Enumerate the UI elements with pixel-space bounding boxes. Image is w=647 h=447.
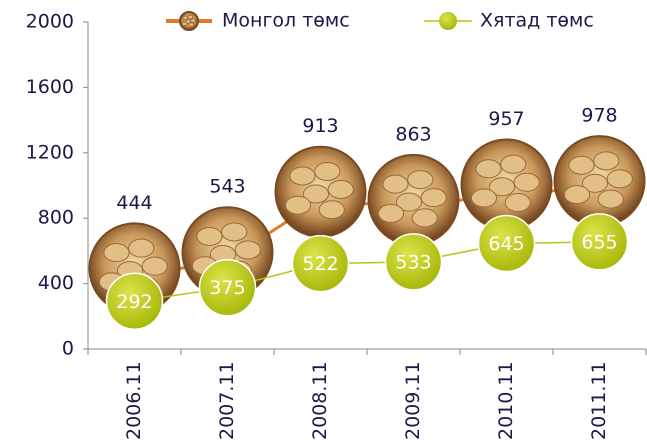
x-tick-label: 2007.11 (216, 361, 238, 440)
potato-marker (369, 155, 459, 245)
x-tick-label: 2006.11 (123, 361, 145, 440)
potato-decor (235, 241, 260, 259)
potato-decor (514, 173, 539, 191)
potato-decor (607, 170, 632, 188)
potato-decor (189, 23, 194, 27)
chart: 0 400 800 1200 1600 2000 2006.11 2007.11 2008.11… (0, 0, 647, 447)
y-tick-label: 1600 (26, 76, 74, 98)
potato-decor (191, 19, 196, 23)
potato-decor (476, 160, 501, 178)
potato-decor (222, 223, 247, 241)
y-tick-label: 2000 (26, 11, 74, 33)
potato-decor (188, 15, 193, 19)
y-tick-label: 800 (38, 207, 74, 229)
data-label: 957 (488, 108, 524, 130)
legend-label: Монгол төмс (222, 10, 350, 32)
potato-decor (408, 171, 433, 189)
potato-decor (290, 167, 315, 185)
x-tick-label: 2009.11 (402, 361, 424, 440)
legend-marker (439, 12, 457, 30)
data-label: 444 (116, 192, 152, 214)
data-label: 292 (116, 291, 152, 313)
potato-decor (129, 239, 154, 257)
potato-decor (594, 152, 619, 170)
potato-marker (276, 147, 366, 237)
potato-decor (598, 190, 623, 208)
potato-decor (501, 155, 526, 173)
data-label: 913 (302, 115, 338, 137)
y-tick-label: 1200 (26, 141, 74, 163)
y-tick-label: 400 (38, 272, 74, 294)
potato-decor (319, 201, 344, 219)
potato-decor (104, 244, 129, 262)
data-label: 655 (581, 231, 617, 253)
potato-decor (197, 227, 222, 245)
x-tick-label: 2010.11 (495, 361, 517, 440)
data-label: 522 (302, 253, 338, 275)
potato-decor (315, 162, 340, 180)
data-label: 543 (209, 176, 245, 198)
data-label: 978 (581, 105, 617, 127)
data-label: 645 (488, 233, 524, 255)
potato-decor (378, 204, 403, 222)
data-label: 533 (395, 251, 431, 273)
potato-decor (564, 186, 589, 204)
potato-decor (383, 175, 408, 193)
y-tick-label: 0 (62, 338, 74, 360)
potato-decor (328, 180, 353, 198)
potato-decor (142, 257, 167, 275)
x-tick-label: 2008.11 (309, 361, 331, 440)
potato-decor (183, 16, 188, 20)
potato-decor (421, 189, 446, 207)
potato-decor (471, 189, 496, 207)
potato-decor (505, 194, 530, 212)
legend-label: Хятад төмс (480, 10, 594, 32)
x-tick-label: 2011.11 (588, 361, 610, 440)
potato-decor (569, 156, 594, 174)
data-label: 863 (395, 123, 431, 145)
legend-marker (180, 12, 198, 30)
data-label: 375 (209, 277, 245, 299)
potato-decor (182, 22, 187, 26)
potato-decor (285, 196, 310, 214)
potato-decor (412, 209, 437, 227)
potato-marker (555, 136, 645, 226)
